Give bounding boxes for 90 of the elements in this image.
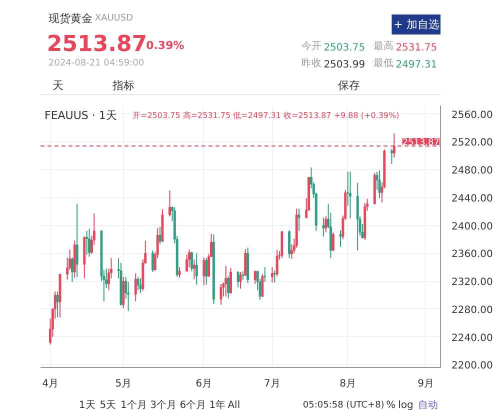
candlestick [202,256,206,286]
candlestick [56,291,59,318]
candlestick [168,190,171,217]
candlestick [356,182,359,251]
text: 昨收 [301,57,322,69]
candlestick [324,216,328,233]
text: 5天 [100,400,116,410]
candlestick [298,208,300,232]
candlestick [220,283,222,306]
x-tick-label: 4月 [42,378,58,390]
text: 指标 [112,79,134,92]
y-tick-label: 2360.00 [452,249,493,260]
x-tick-label: 8月 [340,378,356,390]
text: 6个月 [180,399,206,410]
candlestick [236,270,240,288]
candlestick [139,278,142,294]
candlestick [280,230,284,259]
y-tick-label: 2480.00 [452,166,493,177]
ref-line-label: 2513.87 [402,138,440,148]
x-tick-label: 5月 [115,378,132,390]
candlestick [190,251,193,272]
candlestick [224,265,228,297]
text: 最高 [373,40,394,52]
candlestick [151,250,154,273]
x-tick-label: 9月 [418,378,434,390]
candlestick [86,230,88,256]
candlestick [127,281,130,312]
text: 自动 [418,399,438,410]
candlestick [261,274,264,298]
candlestick [254,270,256,284]
candlestick [188,249,191,268]
text: 05:05:58 (UTC+8) [302,400,384,410]
candlestick [195,252,198,286]
candlestick [76,203,78,278]
candlestick [322,217,325,237]
x-tick-label: 6月 [196,378,212,390]
y-tick-label: 2200.00 [452,360,493,372]
x-tick-label: 7月 [264,378,280,390]
text: 2531.75 [396,42,438,54]
y-tick-label: 2320.00 [452,277,493,288]
y-tick-label: 2520.00 [452,138,493,149]
candlestick [273,270,276,283]
candlestick [378,170,381,199]
candlestick [88,228,91,258]
candlestick [349,171,352,219]
text: 1年 [209,399,226,410]
candlestick [276,249,278,277]
candlestick [288,230,291,259]
candlestick [390,148,393,165]
candlestick [158,226,162,245]
y-tick-label: 2440.00 [452,193,493,204]
text: 2503.99 [324,60,366,70]
text: 最低 [373,58,394,69]
text: 2503.75 [324,42,366,54]
y-tick-label: 2280.00 [452,304,493,316]
candlestick [230,267,232,294]
candlestick [70,256,74,282]
candlestick [192,258,196,280]
text: 1天 [78,400,96,410]
text: 0.39% [146,39,184,52]
text: 2024-08-21 04:59:00 [48,58,144,68]
candlestick [239,272,242,290]
candlestick [332,232,334,251]
candlestick [339,230,342,248]
text: 2497.31 [396,60,438,70]
candlestick [264,266,266,282]
text: 开=2503.75 高=2531.75 低=2497.31 收=2513.87 +9.88 (+0.39%) [132,111,400,120]
text: 1个月 [120,399,147,410]
text: 天 [52,79,64,92]
candlestick [244,248,247,276]
y-tick-label: 2400.00 [452,221,493,232]
y-tick-label: 2240.00 [452,332,493,344]
candlestick [136,276,140,291]
candlestick [178,266,181,278]
candlestick [227,276,230,300]
text: 保存 [338,79,360,92]
text: log [398,400,414,410]
chart-title: FEAUUS · 1天 [44,109,117,122]
candlestick [205,258,208,286]
candlestick [270,266,274,283]
candlestick [134,272,137,302]
text: XAUUSD [94,14,134,24]
text: All [228,400,240,410]
text: 今开 [301,40,322,52]
y-tick-label: 2560.00 [452,110,493,121]
text: 3个月 [150,399,176,410]
text: 现货黄金 [48,12,92,25]
text: % [386,400,396,410]
text: 2513.87 [46,32,148,57]
text: + 加自选 [394,18,440,31]
